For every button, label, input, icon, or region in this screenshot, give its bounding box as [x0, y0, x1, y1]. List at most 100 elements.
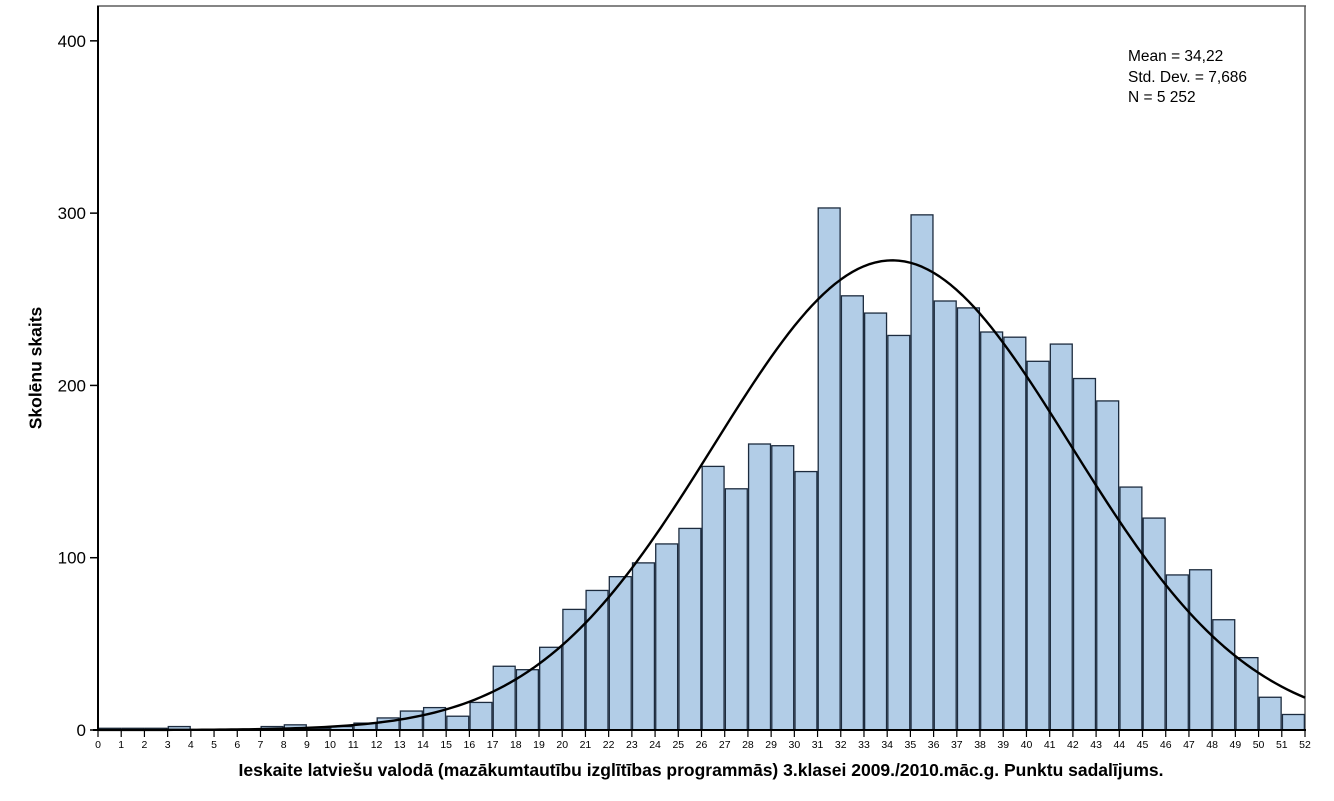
- x-tick-label: 51: [1276, 739, 1288, 751]
- histogram-bar: [956, 307, 981, 731]
- histogram-bar: [1281, 713, 1306, 731]
- histogram-bar: [469, 701, 493, 731]
- x-tick-label: 34: [881, 739, 893, 751]
- x-tick-label: 14: [417, 739, 429, 751]
- x-tick-label: 3: [165, 739, 171, 751]
- x-tick-label: 18: [510, 739, 522, 751]
- x-tick-label: 15: [440, 739, 452, 751]
- x-tick-label: 29: [765, 739, 777, 751]
- x-tick-label: 31: [812, 739, 824, 751]
- x-tick-label: 43: [1090, 739, 1102, 751]
- x-tick-label: 7: [258, 739, 264, 751]
- histogram-bar: [631, 562, 656, 731]
- histogram-bar: [608, 576, 632, 731]
- histogram-bar: [1212, 619, 1236, 731]
- x-tick-label: 33: [858, 739, 870, 751]
- x-tick-label: 22: [603, 739, 615, 751]
- x-tick-label: 5: [211, 739, 217, 751]
- histogram-bar: [1142, 517, 1166, 731]
- stat-std-dev: Std. Dev. = 7,686: [1128, 68, 1248, 86]
- y-tick-label: 100: [58, 549, 86, 568]
- histogram-bar: [933, 300, 957, 731]
- x-tick-label: 47: [1183, 739, 1195, 751]
- x-tick-label: 28: [742, 739, 754, 751]
- histogram-bar: [724, 488, 748, 731]
- y-tick-label: 300: [58, 204, 86, 223]
- y-axis-title: Skolēnu skaits: [25, 306, 46, 430]
- x-tick-label: 52: [1299, 739, 1311, 751]
- x-tick-label: 45: [1137, 739, 1149, 751]
- histogram-bar: [701, 465, 725, 731]
- histogram-bar: [840, 295, 864, 731]
- x-tick-label: 24: [649, 739, 661, 751]
- x-tick-label: 36: [928, 739, 940, 751]
- histogram-bar: [1188, 569, 1213, 731]
- histogram-bar: [747, 443, 772, 731]
- x-tick-label: 46: [1160, 739, 1172, 751]
- histogram-bar: [817, 207, 841, 731]
- histogram-bar: [1235, 656, 1259, 731]
- x-tick-label: 30: [789, 739, 801, 751]
- x-tick-label: 25: [672, 739, 684, 751]
- x-tick-label: 10: [324, 739, 336, 751]
- histogram-bar: [771, 445, 795, 731]
- x-tick-label: 1: [118, 739, 124, 751]
- histogram-bar: [863, 312, 888, 731]
- x-tick-label: 48: [1206, 739, 1218, 751]
- x-tick-label: 35: [905, 739, 917, 751]
- x-tick-label: 8: [281, 739, 287, 751]
- x-tick-label: 4: [188, 739, 194, 751]
- y-tick-label: 0: [77, 721, 86, 740]
- x-tick-label: 41: [1044, 739, 1056, 751]
- histogram-bar: [1072, 377, 1097, 731]
- x-tick-label: 12: [371, 739, 383, 751]
- x-tick-label: 13: [394, 739, 406, 751]
- x-axis-title: Ieskaite latviešu valodā (mazākumtautību…: [238, 760, 1164, 780]
- histogram-bar: [446, 715, 470, 731]
- histogram-bar: [980, 331, 1004, 731]
- stats-box: Mean = 34,22 Std. Dev. = 7,686 N = 5 252: [1128, 47, 1247, 109]
- x-tick-label: 32: [835, 739, 847, 751]
- histogram-bar: [794, 470, 818, 731]
- histogram-bar: [887, 334, 911, 731]
- histogram-bar: [910, 214, 934, 731]
- stat-mean: Mean = 34,22: [1128, 48, 1224, 65]
- histogram-bar: [1026, 360, 1050, 731]
- x-tick-label: 26: [696, 739, 708, 751]
- x-tick-label: 9: [304, 739, 310, 751]
- x-tick-label: 11: [348, 739, 359, 751]
- histogram-bar: [399, 710, 423, 731]
- x-tick-label: 27: [719, 739, 731, 751]
- x-tick-label: 6: [234, 739, 240, 751]
- x-tick-label: 39: [997, 739, 1009, 751]
- x-tick-label: 21: [580, 739, 592, 751]
- histogram-bar: [1119, 486, 1143, 731]
- histogram-bar: [492, 665, 516, 731]
- histogram-bar: [1003, 336, 1027, 731]
- x-tick-label: 2: [142, 739, 148, 751]
- x-tick-label: 42: [1067, 739, 1079, 751]
- x-tick-label: 19: [533, 739, 545, 751]
- x-tick-label: 23: [626, 739, 638, 751]
- histogram-bar: [655, 543, 679, 731]
- x-tick-label: 37: [951, 739, 963, 751]
- x-tick-label: 49: [1230, 739, 1242, 751]
- histogram-bar: [678, 527, 702, 731]
- x-tick-label: 0: [95, 739, 101, 751]
- x-tick-label: 40: [1021, 739, 1033, 751]
- histogram-bar: [1096, 400, 1120, 731]
- x-tick-label: 44: [1113, 739, 1125, 751]
- x-tick-label: 16: [464, 739, 476, 751]
- x-tick-label: 50: [1253, 739, 1265, 751]
- x-tick-label: 20: [556, 739, 568, 751]
- histogram-bar: [515, 669, 540, 731]
- normal-curve: [97, 259, 1306, 732]
- y-tick-label: 400: [58, 32, 86, 51]
- histogram-bar: [1258, 696, 1282, 731]
- x-tick-label: 38: [974, 739, 986, 751]
- x-tick-label: 17: [487, 739, 499, 751]
- stat-n: N = 5 252: [1128, 89, 1196, 106]
- histogram-bar: [1049, 343, 1073, 731]
